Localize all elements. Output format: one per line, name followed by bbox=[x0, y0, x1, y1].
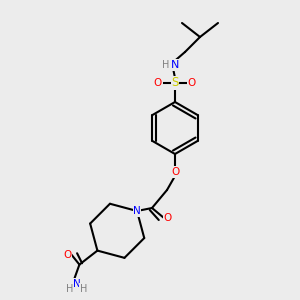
Text: H: H bbox=[162, 60, 170, 70]
Text: O: O bbox=[171, 167, 179, 177]
Text: N: N bbox=[133, 206, 141, 216]
Text: N: N bbox=[73, 279, 80, 289]
Text: O: O bbox=[188, 78, 196, 88]
Text: O: O bbox=[154, 78, 162, 88]
Text: H: H bbox=[66, 284, 73, 294]
Text: H: H bbox=[80, 284, 87, 294]
Text: O: O bbox=[164, 213, 172, 223]
Text: O: O bbox=[63, 250, 71, 260]
Text: N: N bbox=[171, 60, 179, 70]
Text: S: S bbox=[171, 76, 179, 89]
